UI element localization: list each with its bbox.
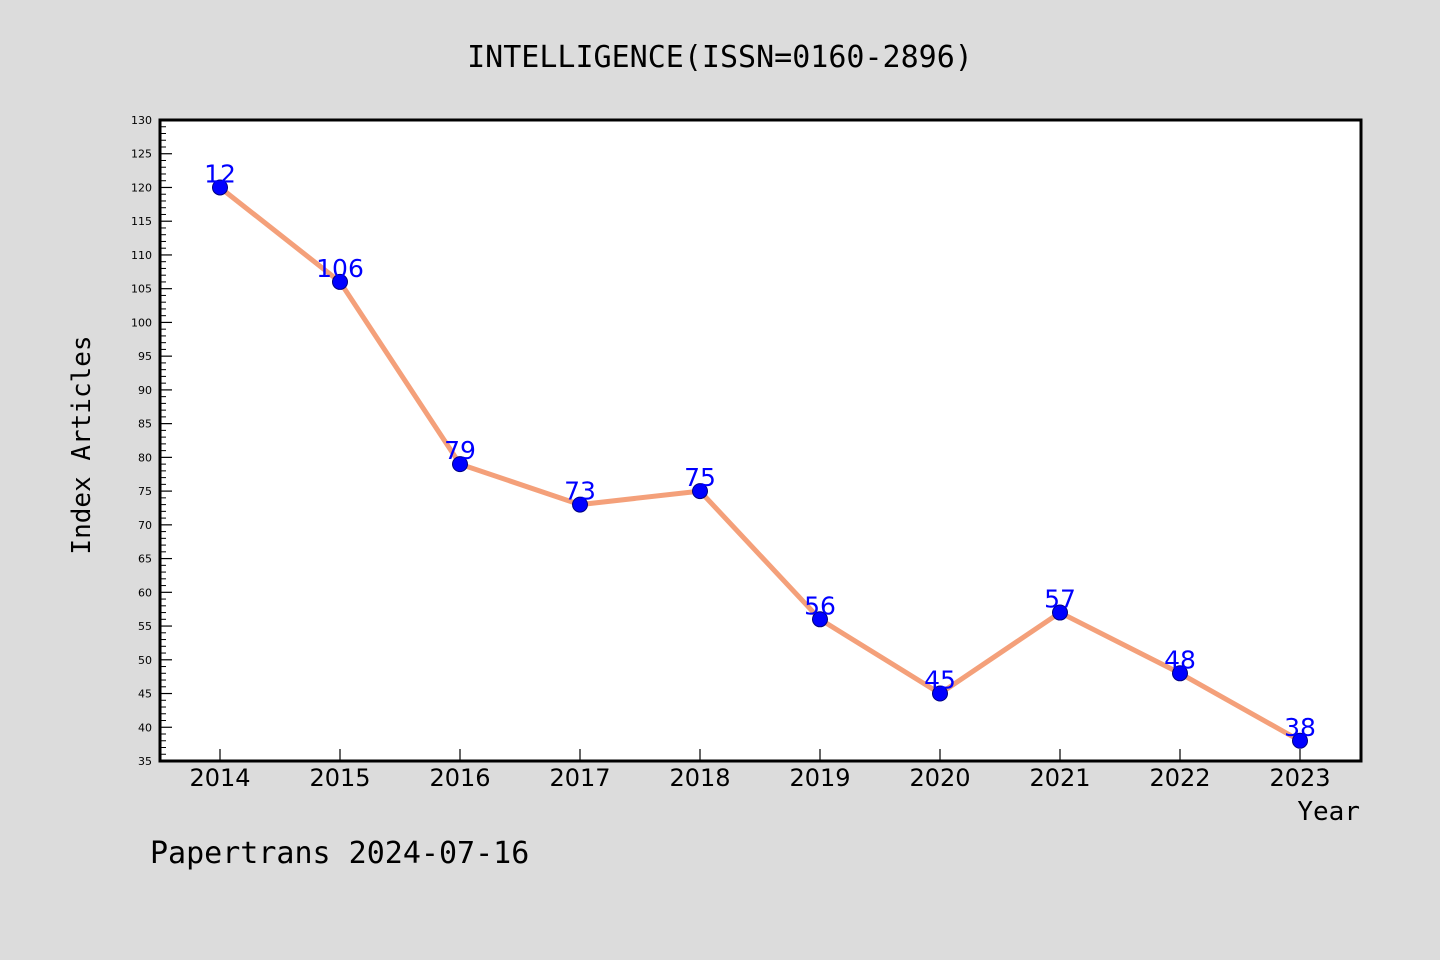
data-label: 38 [1284, 713, 1316, 742]
x-tick-label: 2022 [1149, 764, 1210, 792]
x-tick-label: 2017 [549, 764, 610, 792]
data-point [212, 179, 228, 196]
data-point [932, 685, 948, 702]
y-tick-label: 70 [138, 519, 152, 532]
x-tick-label: 2015 [309, 764, 370, 792]
y-tick-label: 90 [138, 384, 152, 397]
y-tick-label: 120 [131, 181, 152, 194]
data-label: 79 [444, 436, 476, 465]
x-tick-label: 2023 [1269, 764, 1330, 792]
y-tick-label: 100 [131, 316, 152, 329]
data-label: 45 [924, 666, 956, 695]
y-axis-tick-labels: 35 40 45 50 55 60 65 70 75 80 85 90 95 100 105 110 115 12… [131, 114, 152, 768]
y-tick-label: 65 [138, 553, 152, 566]
y-axis-ticks [160, 119, 172, 762]
y-tick-label: 40 [138, 721, 152, 734]
data-label: 106 [316, 254, 364, 283]
data-label: 75 [684, 463, 716, 492]
data-label: 56 [804, 591, 836, 620]
data-label: 73 [564, 477, 596, 506]
y-tick-label: 110 [131, 249, 152, 262]
y-tick-label: 125 [131, 148, 152, 161]
x-axis-tick-labels: 2014 2015 2016 2017 2018 2019 2020 2021 2022 2023 [189, 764, 1330, 792]
data-point [692, 483, 708, 500]
y-tick-label: 45 [138, 688, 152, 701]
y-tick-label: 130 [131, 114, 152, 127]
series-line [217, 184, 1303, 744]
y-tick-label: 35 [138, 755, 152, 768]
data-label: 12 [204, 159, 236, 188]
y-tick-label: 95 [138, 350, 152, 363]
y-tick-label: 55 [138, 620, 152, 633]
data-point [1172, 665, 1188, 682]
x-tick-label: 2014 [189, 764, 250, 792]
x-axis-title: Year [1297, 797, 1360, 827]
data-point [1052, 604, 1068, 621]
data-point [332, 273, 348, 290]
data-point [1292, 732, 1308, 749]
chart-title: INTELLIGENCE(ISSN=0160-2896) [467, 40, 973, 75]
data-point-labels: 12 106 79 73 75 56 45 57 48 38 [204, 159, 1316, 741]
y-tick-label: 75 [138, 485, 152, 498]
y-tick-label: 80 [138, 451, 152, 464]
data-label: 48 [1164, 645, 1196, 674]
y-tick-label: 105 [131, 283, 152, 296]
data-point [812, 611, 828, 628]
x-tick-label: 2019 [789, 764, 850, 792]
data-label: 57 [1044, 585, 1076, 614]
data-point [572, 496, 588, 513]
data-point-markers [212, 179, 1308, 749]
y-tick-label: 85 [138, 418, 152, 431]
x-tick-label: 2020 [909, 764, 970, 792]
x-axis-ticks [219, 749, 1301, 761]
y-tick-label: 60 [138, 586, 152, 599]
plot-area [158, 118, 1363, 763]
footer-watermark: Papertrans 2024-07-16 [150, 836, 529, 871]
y-tick-label: 115 [131, 215, 152, 228]
y-axis-title: Index Articles [67, 335, 97, 554]
x-tick-label: 2018 [669, 764, 730, 792]
x-tick-label: 2016 [429, 764, 490, 792]
x-tick-label: 2021 [1029, 764, 1090, 792]
data-point [452, 456, 468, 473]
y-tick-label: 50 [138, 654, 152, 667]
